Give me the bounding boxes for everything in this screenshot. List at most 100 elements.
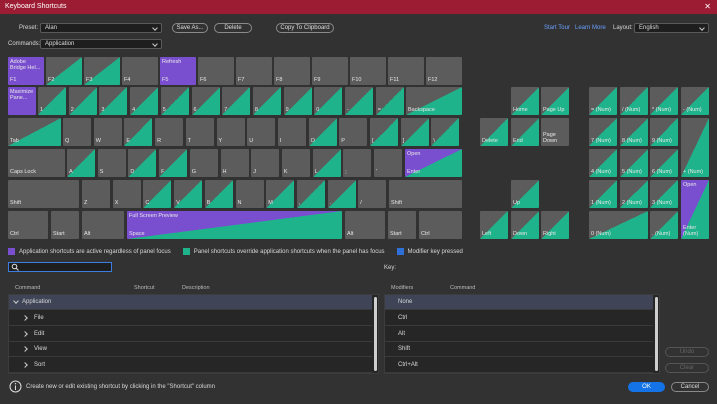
key[interactable]: E [124, 118, 153, 146]
key[interactable]: F4 [122, 57, 158, 85]
key[interactable]: ] [400, 118, 429, 146]
key[interactable]: P [339, 118, 368, 146]
key[interactable]: Backspace [406, 87, 462, 115]
key[interactable]: - [345, 87, 373, 115]
key[interactable]: Start [51, 211, 79, 239]
cancel-button[interactable]: Cancel [671, 382, 709, 392]
key[interactable]: F12 [426, 57, 462, 85]
key[interactable]: 9 (Num) [650, 118, 678, 146]
key[interactable]: J [251, 149, 280, 177]
key[interactable]: I [277, 118, 306, 146]
key[interactable]: Delete [480, 118, 508, 146]
key[interactable]: End [511, 118, 539, 146]
key[interactable]: [ [370, 118, 398, 146]
key[interactable]: G [189, 149, 218, 177]
layout-dropdown[interactable]: English [634, 23, 709, 33]
preset-dropdown[interactable]: Alan [40, 23, 162, 33]
modifier-row[interactable]: Ctrl [385, 311, 653, 326]
key[interactable]: 7 (Num) [589, 118, 617, 146]
key[interactable]: C [143, 180, 172, 208]
key[interactable]: Right [541, 211, 569, 239]
key[interactable]: * (Num) [650, 87, 678, 115]
delete-button[interactable]: Delete [214, 23, 252, 33]
key[interactable]: F11 [388, 57, 424, 85]
key[interactable]: B [204, 180, 233, 208]
key[interactable]: Q [63, 118, 91, 146]
key[interactable]: 2 [68, 87, 97, 115]
key[interactable]: Adobe Bridge Hel... F1 [8, 57, 44, 85]
key[interactable]: / [358, 180, 387, 208]
clear-button[interactable]: Clear [665, 363, 709, 373]
key[interactable]: O [308, 118, 337, 146]
command-row[interactable]: Edit [9, 327, 372, 342]
key[interactable]: V [174, 180, 203, 208]
key[interactable]: 5 [160, 87, 189, 115]
key[interactable]: 2 (Num) [620, 180, 648, 208]
key[interactable]: 7 [222, 87, 251, 115]
key[interactable]: Shift [389, 180, 462, 208]
key[interactable]: 8 [252, 87, 281, 115]
key[interactable]: Z [82, 180, 110, 208]
key[interactable]: F [159, 149, 188, 177]
scrollbar[interactable] [374, 297, 377, 371]
key[interactable]: X [112, 180, 141, 208]
command-row[interactable]: File [9, 311, 372, 326]
key[interactable]: Alt [82, 211, 124, 239]
key[interactable]: Down [511, 211, 539, 239]
key[interactable]: F6 [198, 57, 234, 85]
close-button[interactable]: ✕ [704, 2, 711, 11]
scrollbar[interactable] [655, 297, 658, 371]
commands-dropdown[interactable]: Application [40, 39, 162, 49]
key[interactable]: Y [216, 118, 245, 146]
command-row[interactable]: Application [9, 295, 372, 310]
key[interactable]: / (Num) [620, 87, 648, 115]
key[interactable]: 9 [283, 87, 312, 115]
key[interactable]: Tab [8, 118, 61, 146]
key[interactable]: M [266, 180, 295, 208]
key[interactable]: Open Enter (Num) [681, 180, 709, 239]
key[interactable]: , [296, 180, 325, 208]
key[interactable]: Maximize Pane... [8, 87, 36, 115]
key[interactable]: F2 [46, 57, 82, 85]
key[interactable]: Page Down [541, 118, 569, 146]
key[interactable]: 4 [130, 87, 159, 115]
key[interactable]: W [93, 118, 122, 146]
key[interactable]: \ [431, 118, 460, 146]
key[interactable]: = (Num) [589, 87, 617, 115]
key[interactable]: 3 [99, 87, 128, 115]
key[interactable]: 1 (Num) [589, 180, 617, 208]
key[interactable]: Start [388, 211, 416, 239]
key[interactable]: = [375, 87, 404, 115]
key[interactable]: S [97, 149, 126, 177]
key[interactable]: K [281, 149, 310, 177]
key[interactable]: Caps Lock [8, 149, 65, 177]
key[interactable]: Left [480, 211, 508, 239]
key[interactable]: . (Num) [650, 211, 678, 239]
key[interactable]: 5 (Num) [620, 149, 648, 177]
link[interactable]: Learn More [575, 25, 606, 31]
key[interactable]: Home [511, 87, 539, 115]
key[interactable]: Shift [8, 180, 79, 208]
key[interactable]: R [155, 118, 184, 146]
key[interactable]: Page Up [541, 87, 569, 115]
key[interactable]: 4 (Num) [589, 149, 617, 177]
modifier-row[interactable]: Ctrl+Alt [385, 358, 653, 373]
modifier-row[interactable]: Alt [385, 327, 653, 342]
modifier-row[interactable]: Shift [385, 342, 653, 358]
key[interactable]: A [67, 149, 95, 177]
link[interactable]: Start Tour [544, 25, 570, 31]
key[interactable]: 6 [191, 87, 220, 115]
key[interactable]: D [128, 149, 157, 177]
copy-button[interactable]: Copy To Clipboard [276, 23, 334, 33]
key[interactable]: Up [511, 180, 539, 208]
key[interactable]: Full Screen Preview Space [127, 211, 342, 239]
key[interactable]: . [327, 180, 356, 208]
key[interactable]: L [312, 149, 341, 177]
key[interactable]: U [247, 118, 276, 146]
key[interactable]: F7 [236, 57, 272, 85]
key[interactable]: 1 [38, 87, 66, 115]
key[interactable]: F3 [84, 57, 120, 85]
modifier-row[interactable]: None [385, 295, 653, 310]
key[interactable]: Alt [345, 211, 385, 239]
key[interactable]: Open Enter [405, 149, 462, 177]
